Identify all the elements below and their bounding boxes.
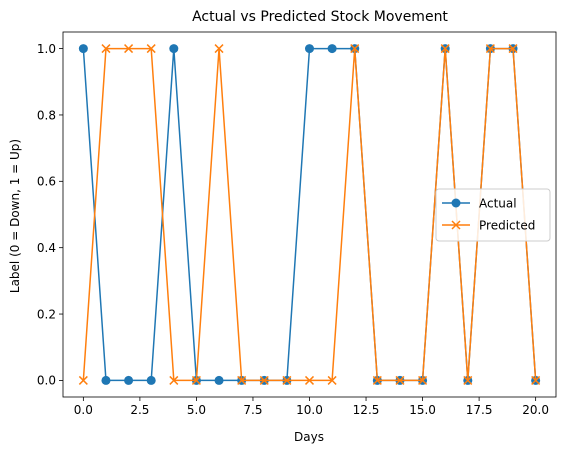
data-point-predicted	[440, 44, 450, 54]
legend-label-predicted: Predicted	[479, 218, 535, 232]
data-point-predicted	[124, 44, 134, 54]
data-point-actual	[78, 44, 88, 54]
data-point-actual	[214, 375, 224, 385]
data-point-predicted	[395, 375, 405, 385]
data-point-actual	[327, 44, 337, 54]
x-tick-label: 2.5	[130, 403, 149, 417]
data-point-predicted	[146, 44, 156, 54]
data-point-actual	[305, 44, 314, 54]
data-point-predicted	[191, 375, 201, 385]
x-tick-label: 15.0	[409, 403, 436, 417]
x-tick-label: 5.0	[187, 403, 206, 417]
data-point-predicted	[237, 375, 247, 385]
data-point-predicted	[169, 375, 179, 385]
y-tick-label: 0.2	[37, 307, 56, 321]
plot-area	[78, 44, 541, 385]
data-point-predicted	[259, 375, 269, 385]
legend-label-actual: Actual	[479, 196, 517, 210]
data-point-actual	[169, 44, 179, 54]
data-point-predicted	[101, 44, 111, 54]
x-tick-label: 10.0	[296, 403, 323, 417]
data-point-predicted	[214, 44, 224, 54]
data-point-predicted	[350, 44, 360, 54]
legend: Actual Predicted	[435, 188, 551, 242]
x-tick-label: 12.5	[353, 403, 380, 417]
x-axis-label: Days	[294, 430, 324, 444]
data-point-predicted	[485, 44, 495, 54]
y-tick-label: 0.6	[37, 175, 56, 189]
y-axis-label: Label (0 = Down, 1 = Up)	[8, 139, 22, 293]
data-point-predicted	[78, 375, 88, 385]
data-point-predicted	[463, 375, 473, 385]
data-point-predicted	[372, 375, 382, 385]
chart-title: Actual vs Predicted Stock Movement	[192, 9, 448, 25]
y-tick-label: 0.4	[37, 241, 56, 255]
axes: 0.0 2.5 5.0 7.5 10.0 12.5 15.0 17.5 20.0 0.0 0.2 0.…	[37, 31, 557, 417]
x-tick-label: 0.0	[74, 403, 93, 417]
x-tick-label: 20.0	[522, 403, 549, 417]
y-tick-label: 1.0	[37, 42, 56, 56]
data-point-predicted	[508, 44, 518, 54]
legend-marker-actual	[451, 198, 461, 208]
legend-marker-predicted	[451, 220, 461, 230]
data-point-predicted	[282, 375, 292, 385]
data-point-predicted	[418, 375, 428, 385]
y-tick-label: 0.0	[37, 374, 56, 388]
data-point-actual	[146, 375, 156, 385]
y-tick-label: 0.8	[37, 108, 56, 122]
data-point-predicted	[327, 375, 337, 385]
data-point-actual	[124, 375, 134, 385]
x-tick-label: 7.5	[243, 403, 262, 417]
legend-box	[435, 188, 551, 242]
x-tick-label: 17.5	[466, 403, 493, 417]
data-point-predicted	[304, 375, 315, 385]
data-point-predicted	[531, 375, 541, 385]
data-point-actual	[101, 375, 111, 385]
